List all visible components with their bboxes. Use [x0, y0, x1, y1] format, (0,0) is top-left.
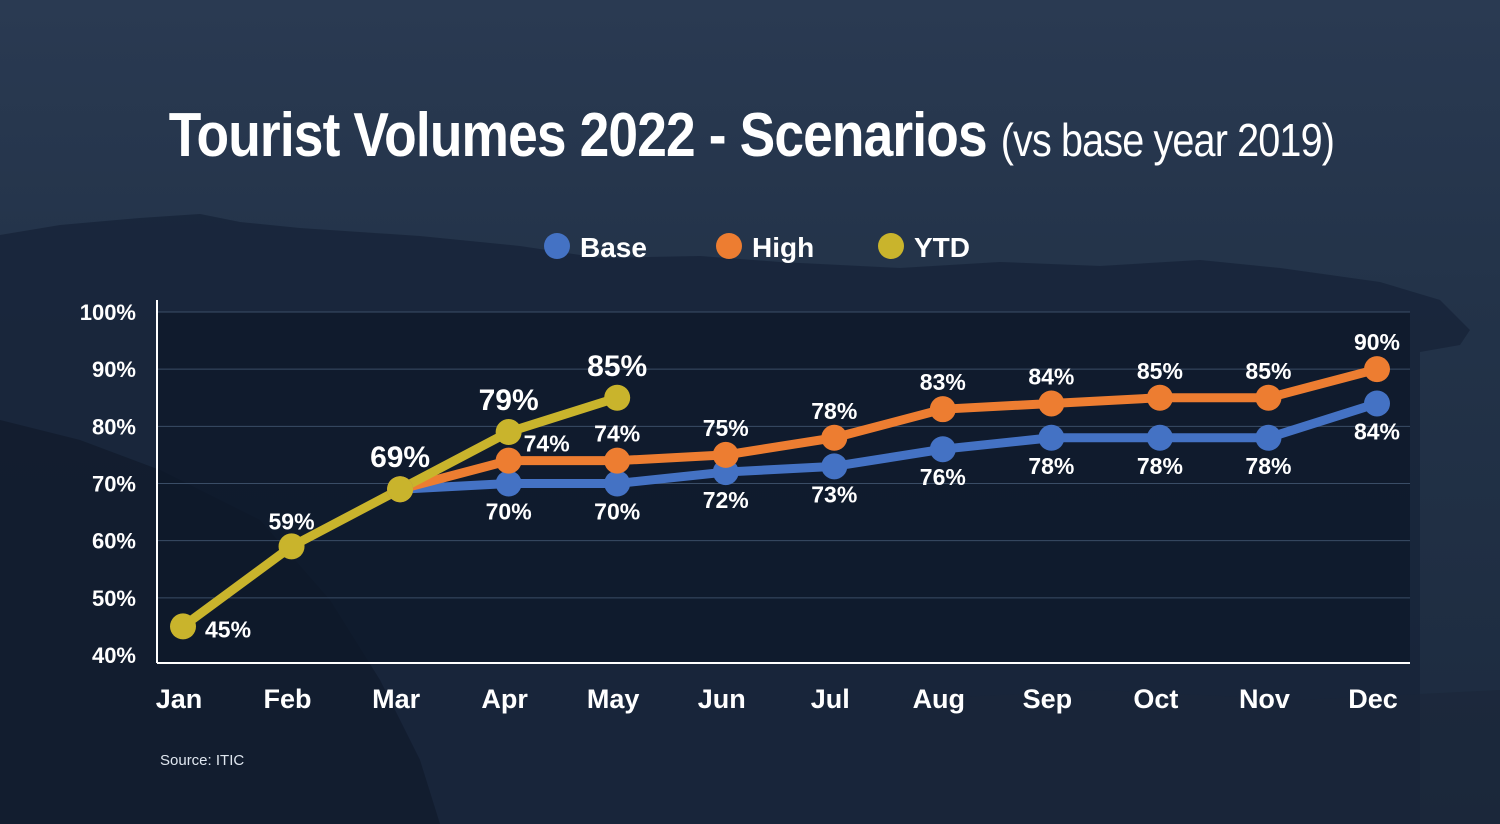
data-point-high: [1364, 356, 1390, 383]
data-point-ytd: [170, 613, 196, 640]
title-subtitle: (vs base year 2019): [1000, 114, 1335, 166]
data-point-high: [712, 441, 739, 468]
x-category-label: Aug: [913, 684, 965, 714]
y-tick-labels: 40% 50% 60% 70% 80% 90% 100%: [80, 300, 136, 668]
x-category-label: Jun: [698, 684, 746, 714]
x-category-labels: Jan Feb Mar Apr May Jun Jul Aug Sep Oct Nov Dec: [156, 684, 1398, 714]
data-point-high: [604, 447, 631, 474]
data-label-high: 85%: [1245, 358, 1291, 384]
y-tick-label: 40%: [92, 643, 136, 668]
legend-marker-ytd: [878, 233, 904, 259]
data-label-base: 70%: [594, 499, 640, 525]
legend-marker-base: [544, 233, 570, 259]
x-category-label: Mar: [372, 684, 421, 714]
data-label-base: 78%: [1245, 453, 1291, 479]
legend: Base High YTD: [544, 232, 970, 263]
data-point-ytd: [387, 476, 414, 503]
data-label-ytd: 69%: [370, 441, 430, 474]
data-point-base: [495, 470, 522, 497]
data-label-base: 78%: [1028, 453, 1074, 479]
y-tick-label: 70%: [92, 472, 136, 497]
series-points: [170, 356, 1390, 640]
data-point-high: [929, 396, 956, 423]
data-label-base: 72%: [703, 487, 749, 513]
data-point-base: [821, 453, 848, 480]
data-label-high: 75%: [703, 415, 749, 441]
legend-marker-high: [716, 233, 742, 259]
x-category-label: Dec: [1348, 684, 1398, 714]
x-category-label: Feb: [264, 684, 312, 714]
x-category-label: Apr: [481, 684, 528, 714]
legend-label-ytd: YTD: [914, 232, 970, 263]
x-category-label: Jan: [156, 684, 203, 714]
data-label-high: 74%: [524, 431, 570, 457]
data-point-high: [1146, 384, 1173, 411]
data-point-high: [495, 447, 522, 474]
legend-label-high: High: [752, 232, 814, 263]
data-label-ytd: 79%: [479, 384, 539, 417]
data-label-base: 78%: [1137, 453, 1183, 479]
data-point-high: [1038, 390, 1065, 417]
x-category-label: Sep: [1023, 684, 1073, 714]
data-point-base: [604, 470, 631, 497]
data-label-base: 76%: [920, 464, 966, 490]
data-point-high: [1255, 384, 1282, 411]
data-label-ytd: 85%: [587, 350, 647, 383]
y-tick-label: 100%: [80, 300, 136, 325]
y-tick-label: 90%: [92, 357, 136, 382]
data-point-ytd: [604, 384, 631, 411]
data-label-high: 84%: [1028, 363, 1074, 389]
data-point-high: [821, 424, 848, 451]
x-category-label: Jul: [811, 684, 850, 714]
y-tick-label: 80%: [92, 414, 136, 439]
plot-area: [157, 312, 1410, 663]
title-main: Tourist Volumes 2022 - Scenarios: [168, 101, 988, 170]
data-label-base: 73%: [811, 481, 857, 507]
data-point-base: [1038, 424, 1065, 451]
data-point-ytd: [278, 533, 305, 560]
axes: [156, 300, 1410, 664]
gridlines: [157, 311, 1410, 599]
data-label-ytd: 59%: [269, 508, 315, 534]
data-label-ytd: 45%: [205, 616, 251, 642]
data-label-base: 70%: [486, 499, 532, 525]
legend-label-base: Base: [580, 232, 647, 263]
data-labels: 70% 70% 72% 73% 76% 78% 78% 78% 84% 74% 74% 75% 78% 8…: [205, 329, 1400, 642]
series-line-high: [395, 364, 1382, 494]
series-line-base: [395, 398, 1382, 494]
data-label-high: 74%: [594, 421, 640, 447]
source-note: Source: ITIC: [160, 752, 245, 769]
data-point-base: [1255, 424, 1282, 451]
data-point-ytd: [495, 419, 522, 446]
x-category-label: May: [587, 684, 640, 714]
data-point-base: [1146, 424, 1173, 451]
data-label-high: 83%: [920, 369, 966, 395]
data-label-high: 85%: [1137, 358, 1183, 384]
x-category-label: Oct: [1133, 684, 1178, 714]
data-label-high: 78%: [811, 398, 857, 424]
data-label-high: 90%: [1354, 329, 1400, 355]
data-point-base: [929, 436, 956, 463]
y-tick-label: 60%: [92, 529, 136, 554]
chart-title: Tourist Volumes 2022 - Scenarios (vs bas…: [106, 100, 1396, 171]
data-label-base: 84%: [1354, 418, 1400, 444]
x-category-label: Nov: [1239, 684, 1290, 714]
data-point-base: [1364, 390, 1390, 417]
y-tick-label: 50%: [92, 586, 136, 611]
